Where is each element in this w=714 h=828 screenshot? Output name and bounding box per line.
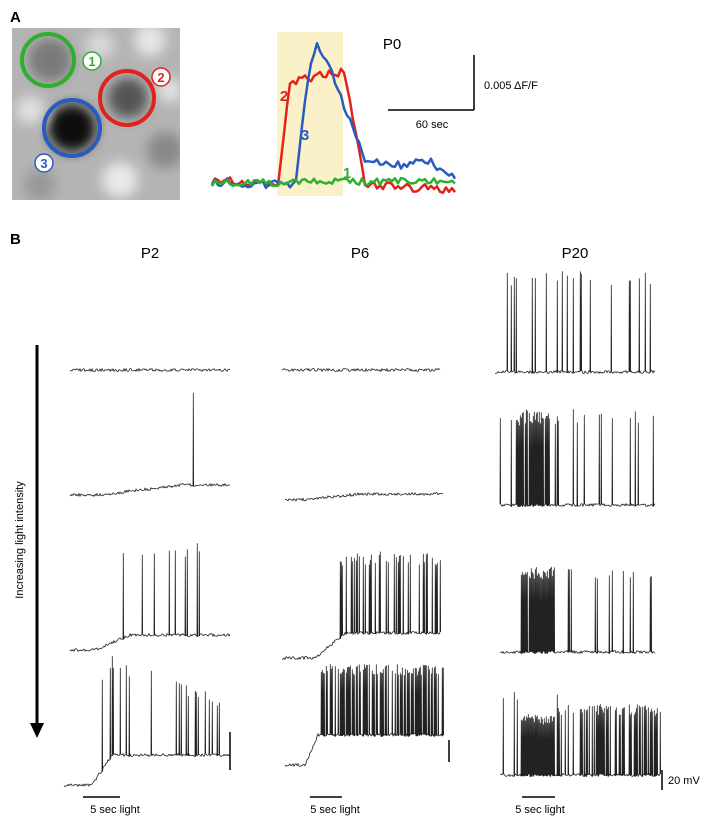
cell-badge: [151, 67, 171, 87]
column-title: P20: [562, 245, 589, 262]
trace: [281, 368, 441, 372]
trace: [499, 409, 656, 507]
scale-label: 60 sec: [416, 119, 449, 131]
cell-number: 2: [157, 70, 164, 85]
cell-number: 1: [88, 54, 95, 69]
trace: [63, 656, 231, 787]
stimulus-label: 5 sec light: [310, 804, 360, 816]
cell-badge: [34, 153, 54, 173]
trace: [210, 176, 456, 188]
trace: [499, 566, 656, 654]
trace: [494, 271, 656, 374]
voltage-traces: [63, 271, 661, 787]
column-title: P6: [351, 245, 369, 262]
trace: [284, 492, 444, 502]
calcium-traces: [210, 41, 457, 194]
panel-label: B: [10, 231, 21, 248]
cell-number: 3: [40, 156, 47, 171]
cell-outline: [20, 32, 76, 88]
stimulus-label: 5 sec light: [515, 804, 565, 816]
trace-label: 3: [301, 127, 309, 144]
trace: [500, 691, 661, 777]
cell-badge: [82, 51, 102, 71]
panel-title: P0: [383, 36, 401, 53]
trace-label: 2: [280, 88, 288, 105]
trace: [284, 664, 445, 767]
trace: [69, 368, 231, 372]
scale-label: 0.005 ΔF/F: [484, 80, 538, 92]
panel-label: A: [10, 9, 21, 26]
arrow-head: [30, 723, 44, 738]
stimulus-window: [277, 32, 343, 196]
trace: [69, 392, 231, 497]
axis-label: Increasing light intensity: [14, 481, 26, 599]
column-title: P2: [141, 245, 159, 262]
stimulus-label: 5 sec light: [90, 804, 140, 816]
scale-label: 20 mV: [668, 775, 700, 787]
trace-label: 1: [343, 165, 351, 182]
trace: [210, 41, 457, 190]
cell-outline: [98, 69, 156, 127]
cell-outline: [42, 98, 102, 158]
trace: [281, 551, 442, 660]
trace: [69, 543, 231, 652]
